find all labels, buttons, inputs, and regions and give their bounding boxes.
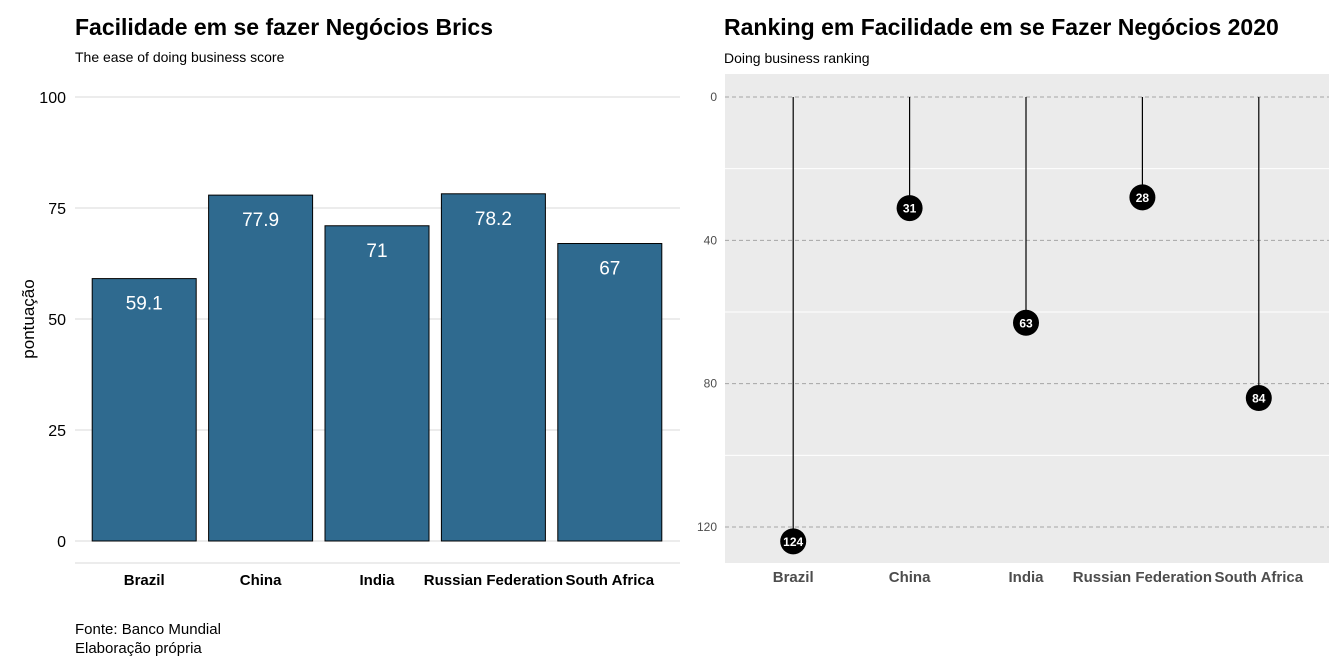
bar [440, 193, 546, 542]
left-y-tick-label: 75 [48, 201, 66, 218]
lollipop-point [1013, 309, 1039, 336]
caption-source: Fonte: Banco Mundial [75, 621, 221, 638]
right-y-tick-label: 120 [697, 520, 717, 534]
right-chart-title: Ranking em Facilidade em se Fazer Negóci… [724, 14, 1279, 40]
bar-value-label: 77.9 [242, 210, 279, 231]
right-x-tick-label: South Africa [1214, 569, 1303, 586]
left-x-tick-label: China [240, 572, 282, 589]
left-y-tick-label: 0 [57, 534, 66, 551]
left-x-tick-label: Russian Federation [424, 572, 563, 589]
lollipop-value-label: 124 [783, 535, 803, 549]
right-y-tick-label: 40 [704, 233, 718, 247]
bar [91, 278, 197, 542]
lollipop-value-label: 28 [1136, 191, 1150, 205]
lollipop-value-label: 84 [1252, 392, 1266, 406]
caption-note: Elaboração própria [75, 640, 202, 657]
left-y-tick-label: 50 [48, 312, 66, 329]
lollipop-point [1129, 184, 1156, 211]
left-y-tick-label: 25 [48, 423, 66, 440]
bar-value-label: 67 [599, 259, 620, 280]
right-y-tick-label: 0 [710, 90, 717, 104]
left-x-tick-label: India [359, 572, 395, 589]
bar [557, 243, 663, 542]
lollipop-point [780, 528, 807, 555]
left-y-axis-label: pontuação [19, 279, 38, 358]
bar [208, 194, 314, 542]
lollipop-point [1245, 385, 1272, 411]
right-x-tick-label: Brazil [773, 569, 814, 586]
left-x-tick-label: Brazil [124, 572, 165, 589]
bar-value-label: 78.2 [475, 209, 512, 230]
right-x-tick-label: India [1008, 569, 1044, 586]
right-y-tick-label: 80 [704, 377, 718, 391]
right-chart-subtitle: Doing business ranking [724, 50, 870, 66]
bar-value-label: 59.1 [126, 294, 163, 315]
left-y-tick-label: 100 [39, 90, 66, 107]
right-x-tick-label: China [889, 569, 931, 586]
left-chart-title: Facilidade em se fazer Negócios Brics [75, 14, 494, 40]
bar-value-label: 71 [366, 241, 387, 262]
bar [324, 225, 430, 542]
right-x-tick-label: Russian Federation [1073, 569, 1212, 586]
left-chart-subtitle: The ease of doing business score [75, 49, 285, 65]
lollipop-value-label: 63 [1019, 316, 1033, 330]
lollipop-value-label: 31 [903, 202, 917, 216]
lollipop-point [896, 195, 923, 222]
left-x-tick-label: South Africa [565, 572, 654, 589]
